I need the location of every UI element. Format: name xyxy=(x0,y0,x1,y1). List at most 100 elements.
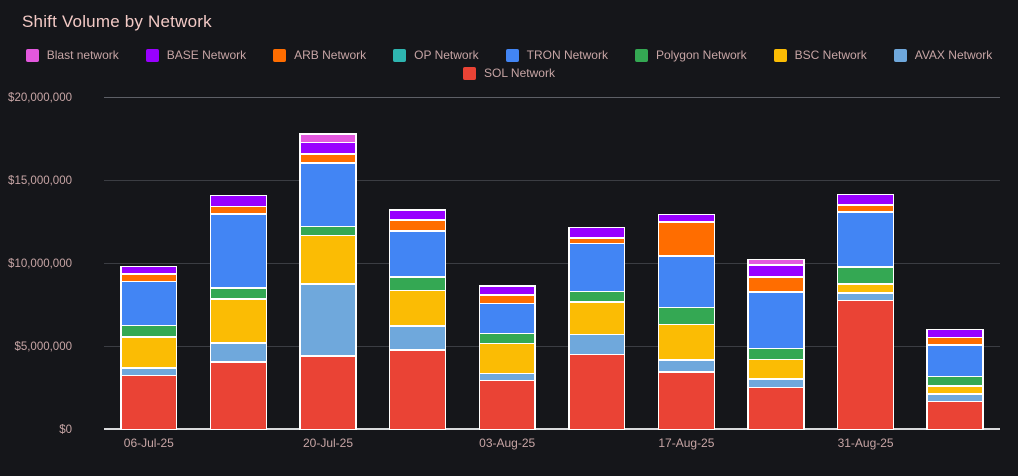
bar-segment-tron[interactable] xyxy=(211,214,266,288)
bar-segment-tron[interactable] xyxy=(927,345,983,376)
bar-segment-avax[interactable] xyxy=(838,293,893,300)
bar-segment-tron[interactable] xyxy=(569,244,624,291)
bar-segment-avax[interactable] xyxy=(748,379,804,387)
stacked-bar[interactable] xyxy=(478,285,536,430)
bar-segment-base[interactable] xyxy=(121,266,176,274)
bar-segment-polygon[interactable] xyxy=(748,349,804,359)
bar-segment-polygon[interactable] xyxy=(121,326,176,337)
bar-segment-avax[interactable] xyxy=(121,368,176,375)
bar-segment-bsc[interactable] xyxy=(390,291,445,326)
bar-segment-avax[interactable] xyxy=(480,374,535,380)
stacked-bar[interactable] xyxy=(836,193,895,430)
legend-item-arb[interactable]: ARB Network xyxy=(273,48,366,62)
stacked-bar[interactable] xyxy=(209,194,268,430)
bar-segment-base[interactable] xyxy=(300,143,356,154)
bar-segment-avax[interactable] xyxy=(659,360,714,372)
bar-segment-avax[interactable] xyxy=(211,343,266,362)
bar-segment-blast[interactable] xyxy=(300,134,356,142)
bar-segment-sol[interactable] xyxy=(480,381,535,429)
bar-segment-polygon[interactable] xyxy=(390,277,445,290)
bar-segment-arb[interactable] xyxy=(569,238,624,243)
bar-segment-base[interactable] xyxy=(748,265,804,277)
bar-segment-base[interactable] xyxy=(569,228,624,238)
bar-segment-polygon[interactable] xyxy=(927,377,983,386)
bar-segment-sol[interactable] xyxy=(838,301,893,429)
bar-segment-blast[interactable] xyxy=(748,260,804,265)
bar-segment-bsc[interactable] xyxy=(480,344,535,373)
bar-segment-sol[interactable] xyxy=(300,356,356,429)
legend-item-tron[interactable]: TRON Network xyxy=(505,48,608,62)
bar-segment-polygon[interactable] xyxy=(838,267,893,284)
bar-segment-arb[interactable] xyxy=(838,205,893,212)
bar-segment-bsc[interactable] xyxy=(838,284,893,293)
bar-segment-bsc[interactable] xyxy=(659,325,714,360)
bar-segment-avax[interactable] xyxy=(569,335,624,354)
page-title: Shift Volume by Network xyxy=(22,12,212,31)
bar-segment-sol[interactable] xyxy=(569,355,624,429)
bar-segment-base[interactable] xyxy=(480,286,535,295)
bar-segment-bsc[interactable] xyxy=(569,302,624,334)
gridline xyxy=(104,428,1000,430)
bar-segment-arb[interactable] xyxy=(300,154,356,163)
legend-item-avax[interactable]: AVAX Network xyxy=(893,48,992,62)
bar-segment-avax[interactable] xyxy=(300,284,356,356)
stacked-bar[interactable] xyxy=(299,133,357,430)
bar-segment-bsc[interactable] xyxy=(300,236,356,284)
bar-segment-base[interactable] xyxy=(659,215,714,222)
bar-segment-avax[interactable] xyxy=(927,394,983,401)
bar-segment-bsc[interactable] xyxy=(927,386,983,394)
bar-slot xyxy=(104,98,194,430)
legend-label: ARB Network xyxy=(294,48,367,62)
bar-segment-tron[interactable] xyxy=(748,292,804,348)
bar-segment-tron[interactable] xyxy=(300,163,356,226)
bar-segment-tron[interactable] xyxy=(480,304,535,333)
stacked-bar[interactable] xyxy=(568,226,626,430)
bar-segment-arb[interactable] xyxy=(121,274,176,281)
legend-swatch-icon xyxy=(393,48,407,62)
legend-item-blast[interactable]: Blast network xyxy=(25,48,119,62)
stacked-bar[interactable] xyxy=(926,328,984,430)
bar-segment-base[interactable] xyxy=(927,330,983,337)
bar-segment-base[interactable] xyxy=(211,196,266,206)
bar-segment-sol[interactable] xyxy=(211,362,266,429)
bar-slot xyxy=(642,98,732,430)
bar-segment-sol[interactable] xyxy=(748,388,804,429)
stacked-bar[interactable] xyxy=(388,209,447,430)
bar-segment-bsc[interactable] xyxy=(121,337,176,368)
bar-segment-arb[interactable] xyxy=(927,338,983,345)
bar-segment-arb[interactable] xyxy=(211,207,266,214)
bar-segment-tron[interactable] xyxy=(390,231,445,277)
legend-item-base[interactable]: BASE Network xyxy=(145,48,246,62)
bar-segment-sol[interactable] xyxy=(121,376,176,429)
bar-segment-bsc[interactable] xyxy=(211,299,266,343)
bar-segment-arb[interactable] xyxy=(390,220,445,231)
stacked-bar[interactable] xyxy=(120,265,178,430)
bar-segment-sol[interactable] xyxy=(927,402,983,429)
legend-item-bsc[interactable]: BSC Network xyxy=(773,48,867,62)
bar-segment-polygon[interactable] xyxy=(659,308,714,324)
bar-segment-arb[interactable] xyxy=(659,222,714,256)
legend-label: Polygon Network xyxy=(655,48,747,62)
bar-segment-sol[interactable] xyxy=(390,350,445,429)
bar-segment-polygon[interactable] xyxy=(211,288,266,299)
stacked-bar[interactable] xyxy=(657,213,716,430)
stacked-bar[interactable] xyxy=(747,258,805,430)
bar-segment-polygon[interactable] xyxy=(480,334,535,343)
bar-segment-base[interactable] xyxy=(390,210,445,220)
legend-item-op[interactable]: OP Network xyxy=(393,48,479,62)
legend-label: SOL Network xyxy=(484,66,555,80)
bar-segment-tron[interactable] xyxy=(659,256,714,307)
bar-segment-arb[interactable] xyxy=(748,277,804,292)
bar-segment-tron[interactable] xyxy=(121,282,176,325)
legend-item-sol[interactable]: SOL Network xyxy=(463,66,555,80)
legend-item-polygon[interactable]: Polygon Network xyxy=(634,48,747,62)
bar-segment-polygon[interactable] xyxy=(300,227,356,235)
bar-segment-arb[interactable] xyxy=(480,295,535,303)
bar-segment-polygon[interactable] xyxy=(569,292,624,302)
bar-segment-bsc[interactable] xyxy=(748,360,804,379)
bar-segment-base[interactable] xyxy=(838,195,893,205)
y-axis-tick-label: $10,000,000 xyxy=(8,258,72,270)
bar-segment-avax[interactable] xyxy=(390,326,445,350)
bar-segment-sol[interactable] xyxy=(659,372,714,429)
bar-segment-tron[interactable] xyxy=(838,212,893,267)
